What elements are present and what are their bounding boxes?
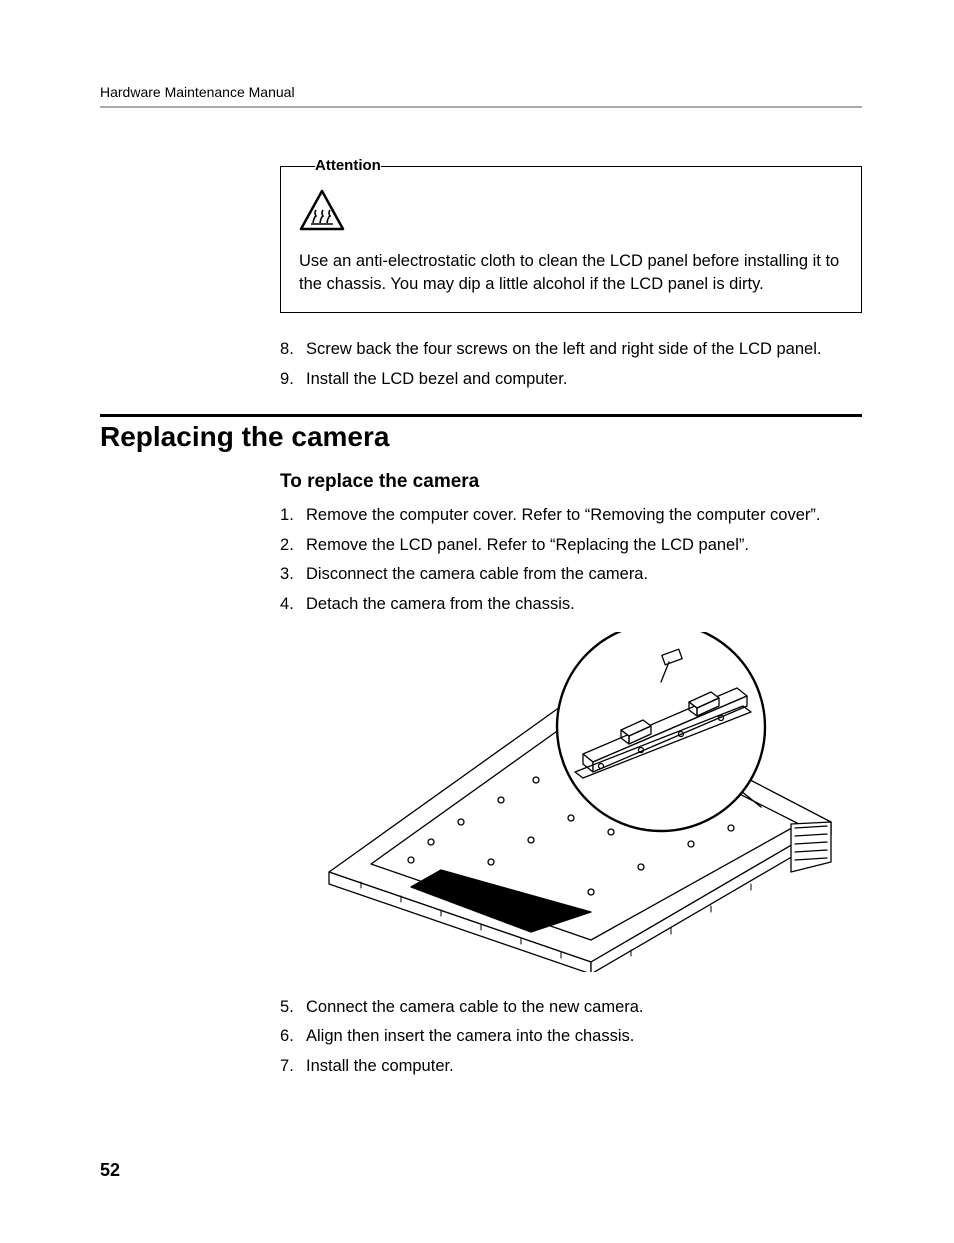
step-item: Install the computer. (280, 1054, 862, 1080)
hot-surface-warning-icon (299, 189, 345, 231)
attention-text: Use an anti-electrostatic cloth to clean… (299, 250, 843, 296)
section-subtitle: To replace the camera (280, 471, 862, 493)
step-item: Install the LCD bezel and computer. (280, 367, 862, 393)
steps-list-after-figure: Connect the camera cable to the new came… (280, 995, 862, 1080)
step-item: Screw back the four screws on the left a… (280, 337, 862, 363)
page-number: 52 (100, 1160, 120, 1181)
steps-list-before-figure: Remove the computer cover. Refer to “Rem… (280, 503, 862, 617)
camera-chassis-figure (280, 632, 862, 977)
step-item: Remove the computer cover. Refer to “Rem… (280, 503, 862, 529)
step-item: Remove the LCD panel. Refer to “Replacin… (280, 533, 862, 559)
steps-list-continuation: Screw back the four screws on the left a… (280, 337, 862, 392)
section-title: Replacing the camera (100, 421, 862, 453)
section-rule (100, 414, 862, 417)
step-item: Connect the camera cable to the new came… (280, 995, 862, 1021)
attention-legend: Attention (305, 157, 391, 174)
header-rule (100, 106, 862, 108)
step-item: Disconnect the camera cable from the cam… (280, 562, 862, 588)
attention-box: Attention Use an anti-electrostatic clot… (280, 166, 862, 313)
running-head: Hardware Maintenance Manual (100, 84, 862, 100)
step-item: Align then insert the camera into the ch… (280, 1024, 862, 1050)
step-item: Detach the camera from the chassis. (280, 592, 862, 618)
